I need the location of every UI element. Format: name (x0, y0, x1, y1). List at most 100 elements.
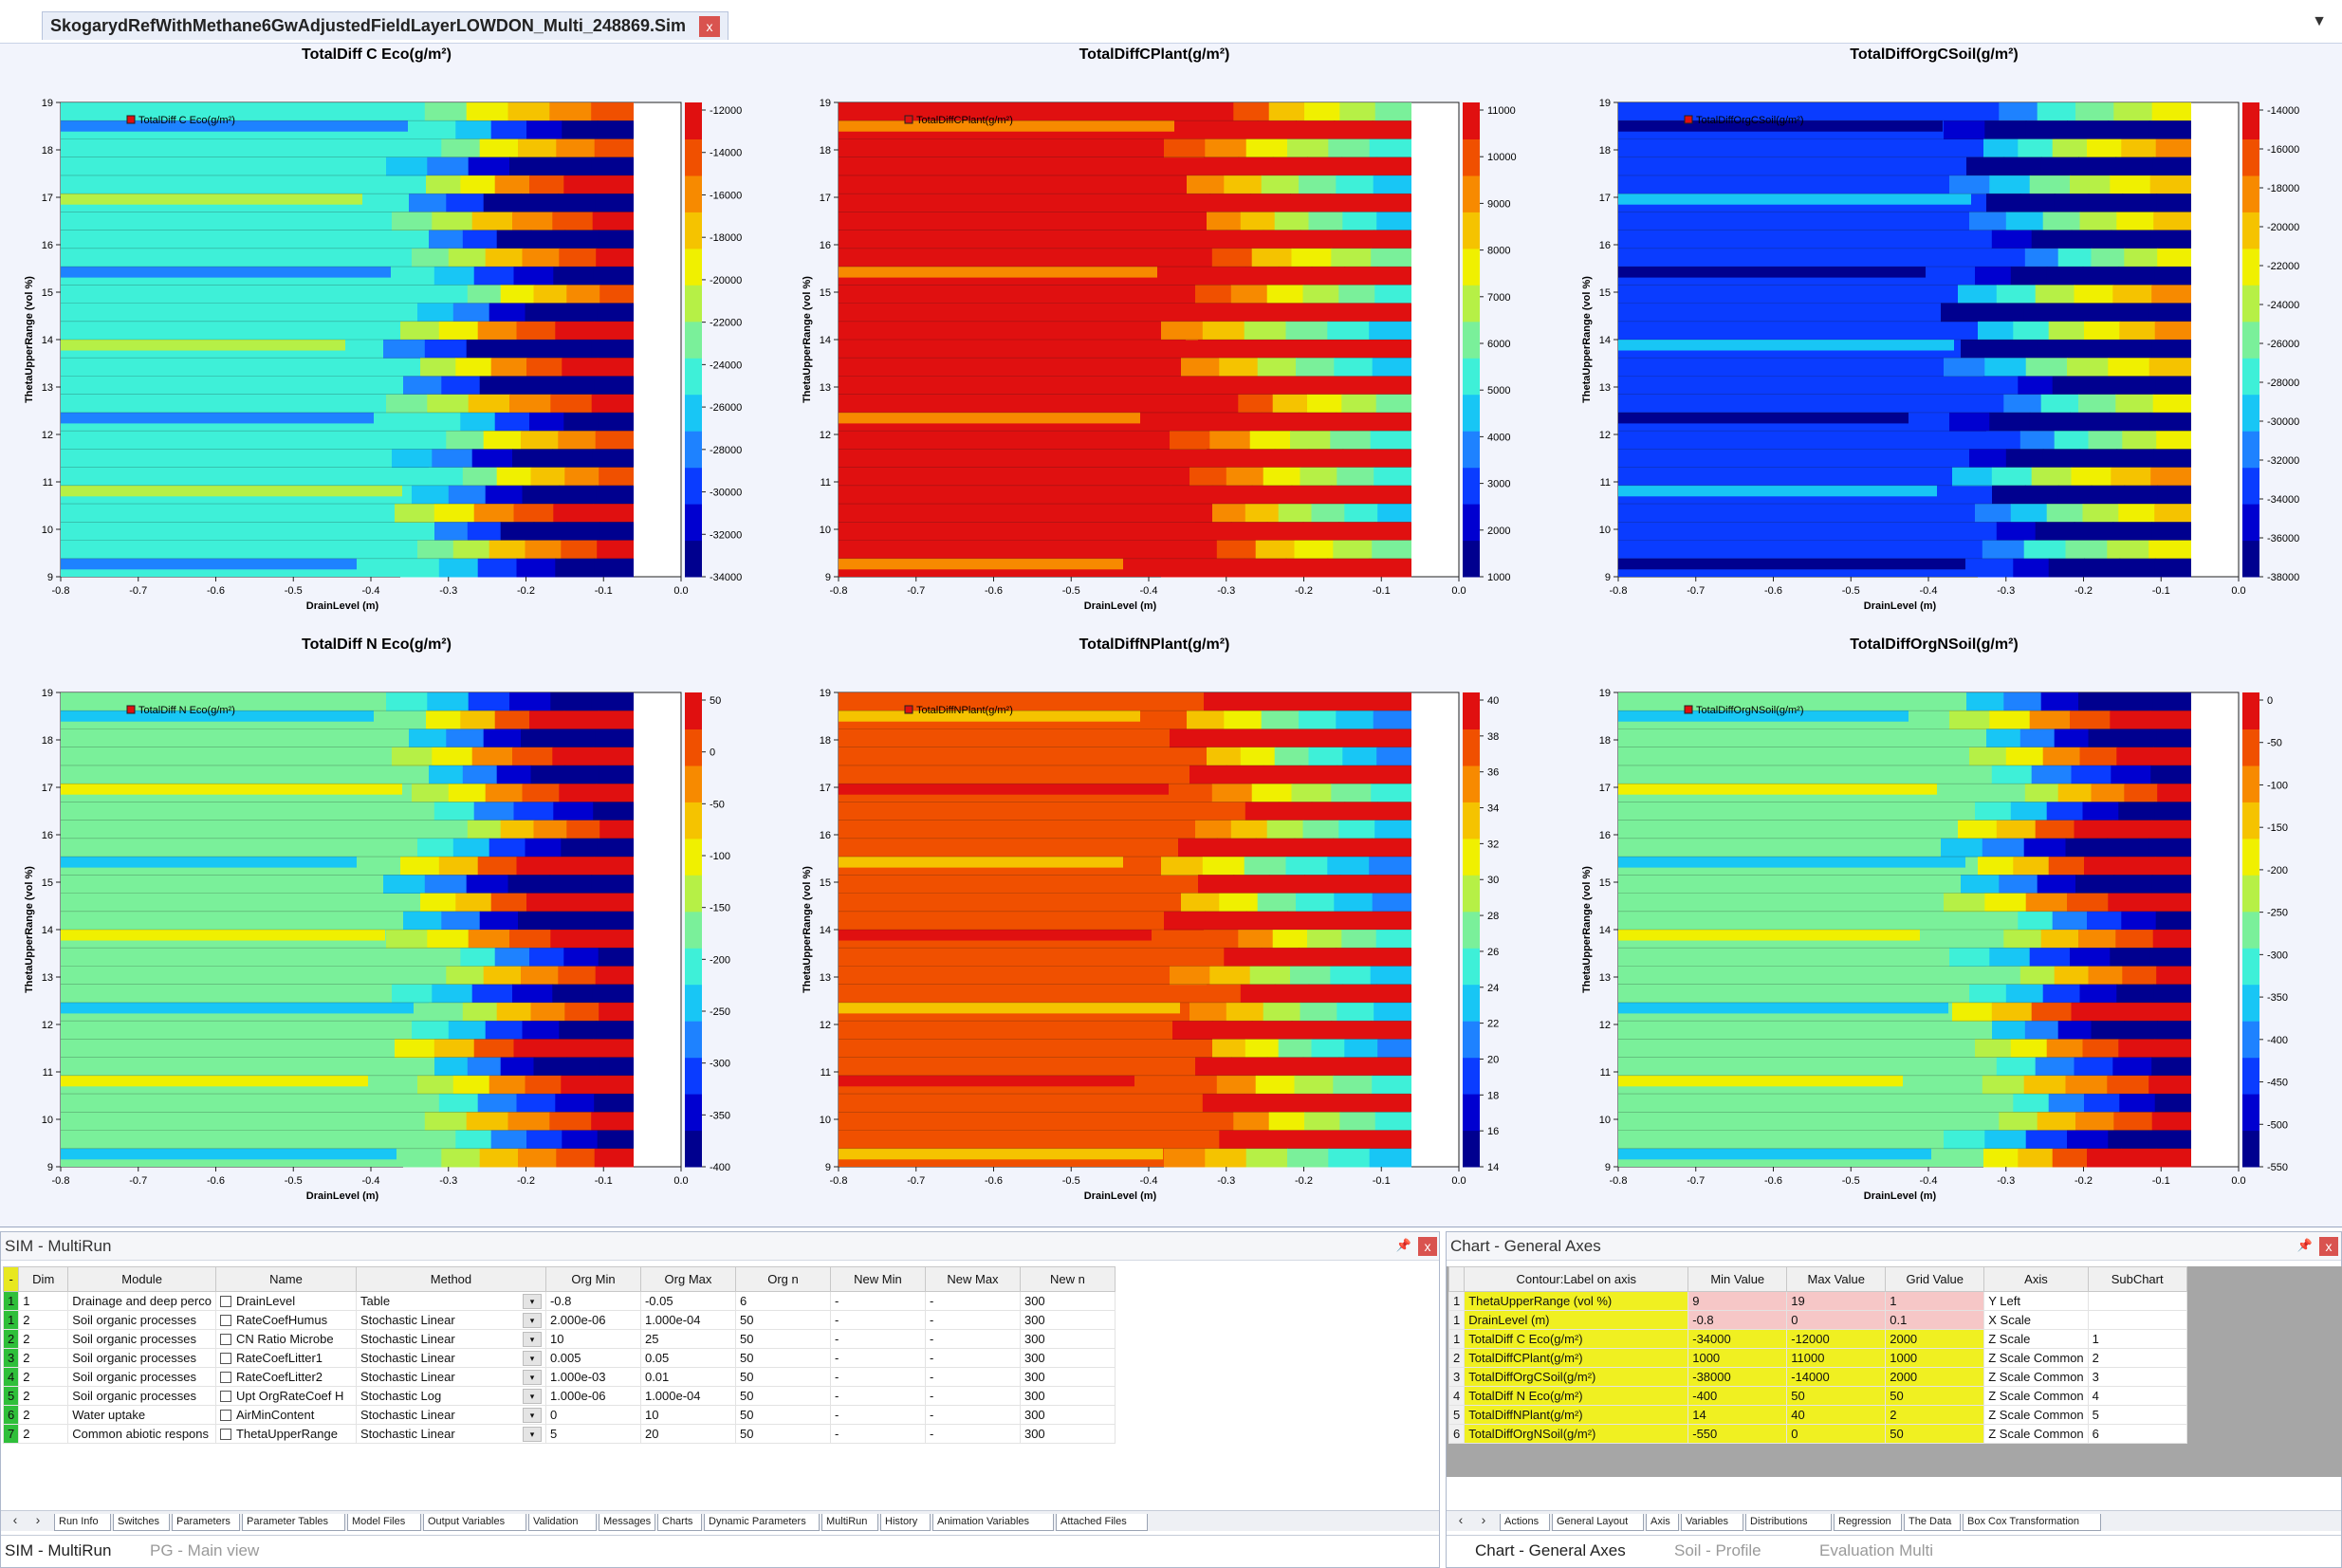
method-cell[interactable]: Stochastic Linear ▾ (355, 1424, 546, 1444)
method-cell[interactable]: Stochastic Log ▾ (355, 1386, 546, 1406)
chevron-down-icon[interactable]: ▼ (2312, 13, 2327, 29)
contour-chart-3[interactable]: TotalDiffOrgCSoil(g/m²)-14000-16000-1800… (1581, 46, 2299, 612)
label-cell[interactable]: ThetaUpperRange (vol %) (1464, 1291, 1689, 1311)
column-header[interactable]: Min Value (1687, 1266, 1788, 1292)
table-row[interactable]: 3 TotalDiffOrgCSoil(g/m²) -38000 -14000 2000… (1448, 1367, 2187, 1387)
method-cell[interactable]: Stochastic Linear ▾ (355, 1329, 546, 1349)
dim-cell[interactable]: 2 (18, 1310, 69, 1330)
dropdown-icon[interactable]: ▾ (522, 1388, 542, 1404)
column-header[interactable] (1448, 1266, 1466, 1292)
dropdown-icon[interactable]: ▾ (522, 1312, 542, 1328)
checkbox[interactable] (219, 1391, 231, 1402)
min-value-cell[interactable]: -34000 (1687, 1329, 1788, 1349)
org-max-cell[interactable]: 1.000e-04 (639, 1386, 736, 1406)
org-max-cell[interactable]: 0.01 (639, 1367, 736, 1387)
column-header[interactable]: Method (355, 1266, 546, 1292)
subtab[interactable]: Actions (1500, 1514, 1550, 1531)
max-value-cell[interactable]: 19 (1786, 1291, 1887, 1311)
row-index[interactable]: 5 (1448, 1405, 1466, 1425)
dim-cell[interactable]: 2 (18, 1329, 69, 1349)
scroll-right-icon[interactable]: › (35, 1512, 41, 1527)
subchart-cell[interactable]: 6 (2087, 1424, 2187, 1444)
axis-cell[interactable]: Z Scale Common (1983, 1367, 2089, 1387)
table-row[interactable]: 1 1 Drainage and deep perco DrainLevel Table… (2, 1291, 1116, 1311)
org-min-cell[interactable]: 1.000e-06 (544, 1386, 641, 1406)
table-row[interactable]: 1 DrainLevel (m) -0.8 0 0.1 X Scale (1448, 1310, 2187, 1330)
org-min-cell[interactable]: -0.8 (544, 1291, 641, 1311)
name-cell[interactable]: CN Ratio Microbe (214, 1329, 357, 1349)
org-n-cell[interactable]: 50 (734, 1386, 831, 1406)
table-row[interactable]: 5 TotalDiffNPlant(g/m²) 14 40 2 Z Scale Commo… (1448, 1405, 2187, 1425)
module-cell[interactable]: Soil organic processes (67, 1348, 216, 1368)
subtab[interactable]: Output Variables (423, 1514, 526, 1531)
grid-value-cell[interactable]: 1 (1885, 1291, 1985, 1311)
row-index[interactable]: 5 (2, 1386, 20, 1406)
new-max-cell[interactable]: - (924, 1329, 1021, 1349)
new-n-cell[interactable]: 300 (1019, 1348, 1116, 1368)
pin-icon[interactable]: 📌 (1395, 1238, 1412, 1252)
new-max-cell[interactable]: - (924, 1367, 1021, 1387)
org-max-cell[interactable]: 0.05 (639, 1348, 736, 1368)
row-index[interactable]: 1 (2, 1310, 20, 1330)
method-cell[interactable]: Stochastic Linear ▾ (355, 1310, 546, 1330)
max-value-cell[interactable]: -14000 (1786, 1367, 1887, 1387)
table-row[interactable]: 5 2 Soil organic processes Upt OrgRateCoef … (2, 1386, 1116, 1406)
dropdown-icon[interactable]: ▾ (522, 1407, 542, 1423)
subchart-cell[interactable]: 4 (2087, 1386, 2187, 1406)
new-min-cell[interactable]: - (829, 1405, 926, 1425)
module-cell[interactable]: Water uptake (67, 1405, 216, 1425)
row-index[interactable]: 3 (2, 1348, 20, 1368)
org-max-cell[interactable]: 25 (639, 1329, 736, 1349)
org-min-cell[interactable]: 10 (544, 1329, 641, 1349)
table-row[interactable]: 1 ThetaUpperRange (vol %) 9 19 1 Y Left (1448, 1291, 2187, 1311)
column-header[interactable]: Org n (734, 1266, 831, 1292)
subtab[interactable]: Switches (113, 1514, 170, 1531)
dim-cell[interactable]: 1 (18, 1291, 69, 1311)
subchart-cell[interactable]: 3 (2087, 1367, 2187, 1387)
close-icon[interactable]: x (1418, 1237, 1437, 1256)
row-index[interactable]: 1 (1448, 1310, 1466, 1330)
dropdown-icon[interactable]: ▾ (522, 1369, 542, 1385)
contour-chart-6[interactable]: TotalDiffOrgNSoil(g/m²)0-50-100-150-200-… (1581, 636, 2288, 1202)
name-cell[interactable]: RateCoefHumus (214, 1310, 357, 1330)
subchart-cell[interactable] (2087, 1291, 2187, 1311)
new-n-cell[interactable]: 300 (1019, 1291, 1116, 1311)
org-n-cell[interactable]: 50 (734, 1367, 831, 1387)
checkbox[interactable] (219, 1410, 231, 1421)
dim-cell[interactable]: 2 (18, 1424, 69, 1444)
dim-cell[interactable]: 2 (18, 1386, 69, 1406)
org-n-cell[interactable]: 50 (734, 1405, 831, 1425)
max-value-cell[interactable]: 0 (1786, 1424, 1887, 1444)
subtab[interactable]: Messages (599, 1514, 655, 1531)
label-cell[interactable]: TotalDiffNPlant(g/m²) (1464, 1405, 1689, 1425)
new-n-cell[interactable]: 300 (1019, 1424, 1116, 1444)
method-cell[interactable]: Stochastic Linear ▾ (355, 1405, 546, 1425)
name-cell[interactable]: RateCoefLitter2 (214, 1367, 357, 1387)
checkbox[interactable] (219, 1315, 231, 1326)
label-cell[interactable]: TotalDiff C Eco(g/m²) (1464, 1329, 1689, 1349)
org-max-cell[interactable]: 20 (639, 1424, 736, 1444)
close-icon[interactable]: x (698, 15, 720, 37)
axis-cell[interactable]: Y Left (1983, 1291, 2089, 1311)
column-header[interactable]: Axis (1983, 1266, 2089, 1292)
min-value-cell[interactable]: -0.8 (1687, 1310, 1788, 1330)
subtab[interactable]: Regression (1834, 1514, 1902, 1531)
min-value-cell[interactable]: 1000 (1687, 1348, 1788, 1368)
close-icon[interactable]: x (2319, 1237, 2338, 1256)
bottom-tab[interactable]: PG - Main view (150, 1541, 260, 1559)
column-header[interactable]: Contour:Label on axis (1464, 1266, 1689, 1292)
module-cell[interactable]: Soil organic processes (67, 1386, 216, 1406)
new-min-cell[interactable]: - (829, 1424, 926, 1444)
column-header[interactable]: New Min (829, 1266, 926, 1292)
grid-value-cell[interactable]: 2000 (1885, 1329, 1985, 1349)
bottom-tab[interactable]: Soil - Profile (1674, 1541, 1761, 1559)
new-n-cell[interactable]: 300 (1019, 1329, 1116, 1349)
new-min-cell[interactable]: - (829, 1329, 926, 1349)
grid-value-cell[interactable]: 2 (1885, 1405, 1985, 1425)
subtab[interactable]: MultiRun (821, 1514, 878, 1531)
method-cell[interactable]: Stochastic Linear ▾ (355, 1367, 546, 1387)
row-index[interactable]: 2 (1448, 1348, 1466, 1368)
module-cell[interactable]: Common abiotic respons (67, 1424, 216, 1444)
contour-chart-4[interactable]: TotalDiff N Eco(g/m²)500-50-100-150-200-… (24, 636, 730, 1202)
org-min-cell[interactable]: 1.000e-03 (544, 1367, 641, 1387)
